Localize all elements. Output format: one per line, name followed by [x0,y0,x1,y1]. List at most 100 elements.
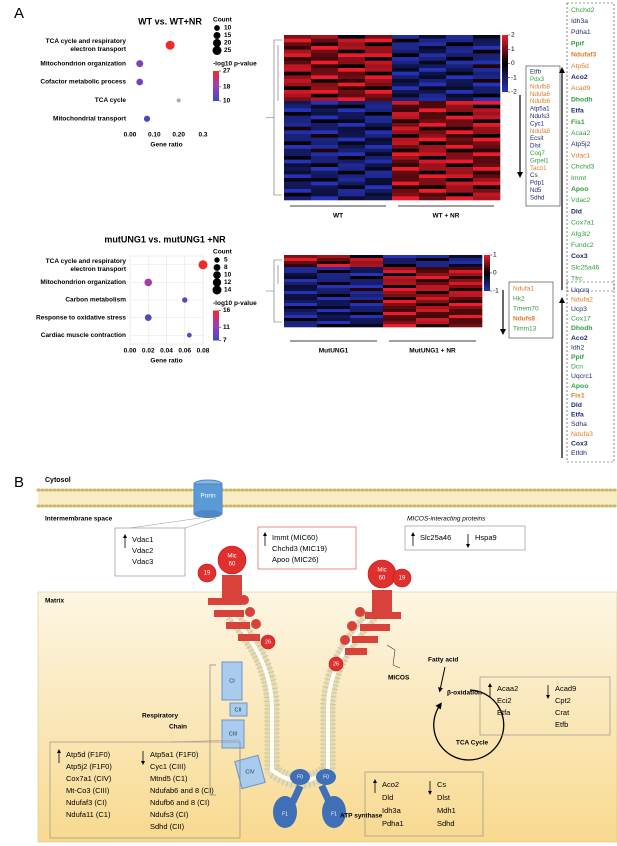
heatmap-cell [284,90,312,94]
heatmap-cell [449,255,483,259]
heatmap-cell [419,75,447,80]
heatmap-cell [473,152,501,157]
heatmap-cell [419,42,447,47]
heatmap-cell [446,86,474,91]
legend-label: 10 [223,98,231,105]
dot [182,297,188,303]
heatmap-cell [392,82,420,87]
heatmap-cell [419,123,447,127]
heatmap-cell [338,119,366,124]
heatmap-cell [446,126,474,131]
heatmap-cell [317,261,351,265]
pathway-label: TCA Cycle [456,740,489,747]
gene-name: Ndufa8 [530,128,551,135]
gene-name: Apoo [571,383,588,390]
gene-name: Cox3 [571,440,588,447]
mic-label: 26 [265,639,271,645]
heatmap-cell [416,309,450,313]
heatmap-cell [473,64,501,69]
gene-name: Coq7 [530,150,545,157]
gene-name: Nd5 [530,187,542,194]
heatmap-cell [419,112,447,116]
heatmap-cell [419,156,447,160]
heatmap-cell [365,46,393,50]
heatmap-cell [284,291,318,295]
atp-label: ATP synthase [340,813,383,820]
protein-label: Porin [200,493,216,500]
heatmap-cell [350,303,384,307]
gene-name: Cox7a1 (CIV) [66,774,112,783]
gene-name: Pdha1 [382,819,404,828]
heatmap-cell [416,288,450,292]
heatmap-cell [284,57,312,61]
heatmap-cell [392,97,420,102]
heatmap-cell [284,130,312,135]
heatmap-cell [284,71,312,76]
heatmap-cell [317,267,351,271]
heatmap-cell [419,152,447,157]
heatmap-cell [317,288,351,292]
heatmap-cell [416,291,450,295]
legend-dot [213,271,221,279]
colorbar-label: 2 [511,32,515,39]
heatmap-cell [338,126,366,131]
heatmap-cell [419,148,447,153]
heatmap-cell [419,49,447,54]
gene-name: Chchd3 [571,164,595,171]
heatmap-cell [392,181,420,186]
heatmap-cell [284,82,312,87]
heatmap-cell [365,196,393,201]
heatmap-cell [449,303,483,307]
heatmap-cell [392,145,420,149]
group-label: MutUNG1 + NR [409,348,456,355]
gene-name: Uqcrc1 [571,373,593,380]
heatmap-cell [392,196,420,201]
colorbar [502,35,508,92]
heatmap-cell [338,86,366,91]
gene-name: Acad9 [555,684,576,693]
heatmap-cell [311,170,339,175]
complex-label: CIV [245,769,255,775]
heatmap-cell [350,321,384,325]
heatmap-cell [365,192,393,197]
heatmap-cell [473,35,501,39]
x-tick-label: 0.06 [178,348,191,355]
heatmap-cell [446,53,474,58]
heatmap-cell [419,79,447,83]
heatmap-cell [449,318,483,322]
heatmap-cell [284,167,312,171]
heatmap-cell [317,321,351,325]
heatmap-cell [446,185,474,190]
mic-label: 19 [399,576,406,582]
gene-name: Dcn [571,364,583,371]
gene-box [114,527,186,577]
heatmap-cell [338,192,366,197]
gene-name: Idh3a [571,18,588,25]
gene-name: Fis1 [571,119,585,126]
legend-label: 7 [223,337,227,344]
heatmap-cell [365,57,393,61]
gene-name: Hspa9 [475,533,497,542]
heatmap-cell [284,148,312,153]
heatmap-cell [473,137,501,142]
heatmap-cell [284,273,318,277]
heatmap-cell [338,101,366,105]
gene-name: Uqcrq [571,287,589,294]
heatmap-cell [338,185,366,190]
gene-name: Dld [571,208,582,215]
gene-name: Cox3 [571,253,588,260]
heatmap-cell [365,170,393,175]
heatmap-cell [392,79,420,83]
heatmap-cell [449,267,483,271]
heatmap-cell [392,64,420,69]
heatmap-cell [284,185,312,190]
x-axis-label: Gene ratio [150,358,182,365]
heatmap-cell [365,75,393,80]
heatmap-cell [365,115,393,120]
heatmap-cell [338,75,366,80]
x-tick-label: 0.00 [124,132,137,139]
heatmap-cell [473,68,501,72]
heatmap-cell [416,279,450,283]
heatmap-cell [473,86,501,91]
legend-title: Count [213,249,233,256]
